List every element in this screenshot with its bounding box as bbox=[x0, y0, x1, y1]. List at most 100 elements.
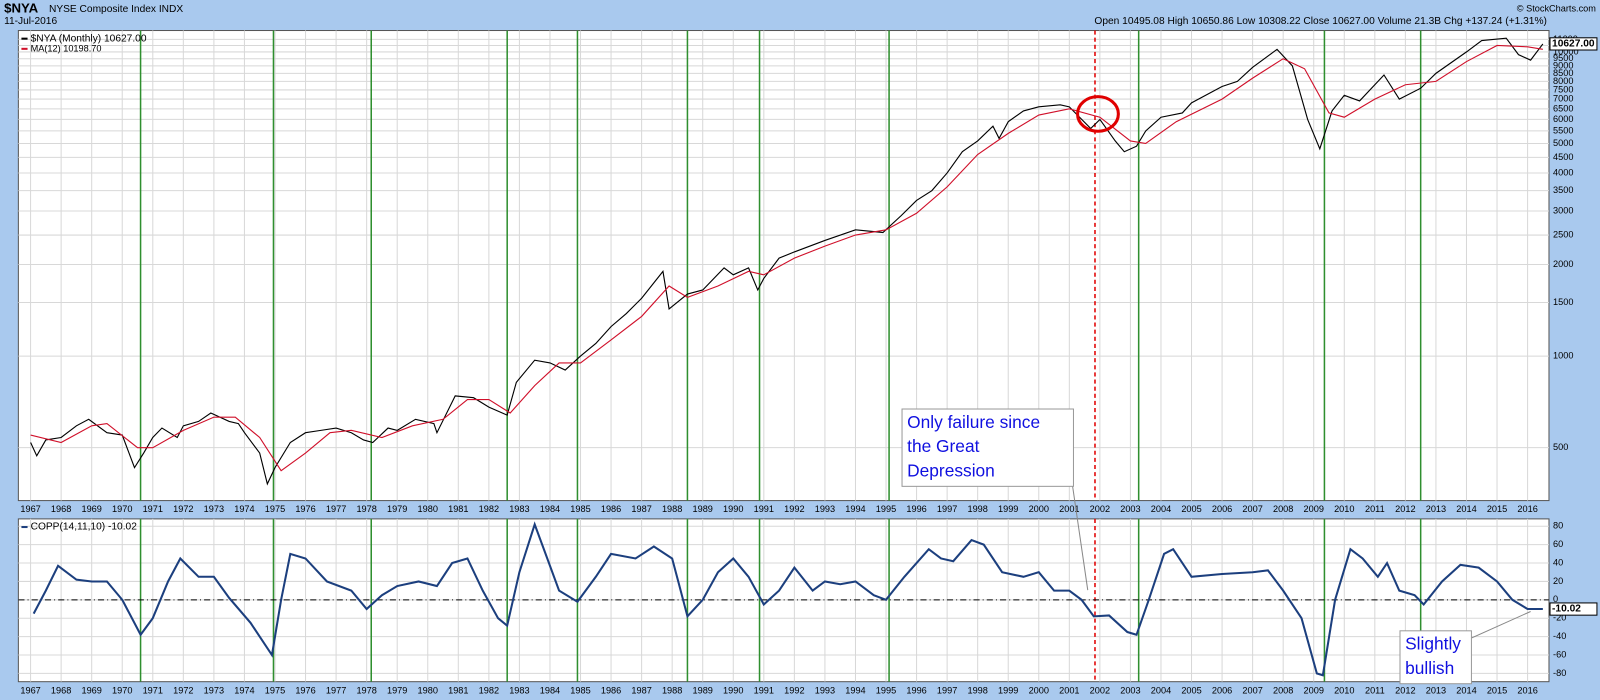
value-tag bbox=[1549, 37, 1598, 51]
x-tick-label: 2015 bbox=[1487, 685, 1507, 695]
x-tick-label: 2001 bbox=[1059, 504, 1079, 514]
x-tick-label: 2008 bbox=[1273, 504, 1293, 514]
x-tick-label: 2012 bbox=[1395, 685, 1415, 695]
x-tick-label: 1996 bbox=[906, 685, 926, 695]
x-tick-label: 1989 bbox=[693, 504, 713, 514]
y-tick-label: 8000 bbox=[1553, 76, 1573, 86]
x-tick-label: 1979 bbox=[387, 504, 407, 514]
x-tick-label: 1994 bbox=[845, 504, 865, 514]
x-tick-label: 1987 bbox=[631, 685, 651, 695]
x-tick-label: 1968 bbox=[51, 504, 71, 514]
y-tick-label: 7000 bbox=[1553, 93, 1573, 103]
x-tick-label: 2004 bbox=[1151, 504, 1171, 514]
x-tick-label: 2007 bbox=[1242, 685, 1262, 695]
quote: Open 10495.08 High 10650.86 Low 10308.22… bbox=[1094, 16, 1547, 27]
series-line bbox=[32, 521, 1543, 677]
y-tick-label: 9500 bbox=[1553, 53, 1573, 63]
x-tick-label: 2000 bbox=[1029, 685, 1049, 695]
value-tag-label: 10627.00 bbox=[1552, 39, 1595, 50]
y-tick-label: 7500 bbox=[1553, 84, 1573, 94]
x-tick-label: 1983 bbox=[509, 685, 529, 695]
x-tick-label: 2005 bbox=[1181, 504, 1201, 514]
y-tick-label: 4500 bbox=[1553, 152, 1573, 162]
x-tick-label: 1974 bbox=[234, 504, 254, 514]
x-tick-label: 1968 bbox=[51, 685, 71, 695]
y-tick-label: 10000 bbox=[1553, 46, 1579, 56]
x-tick-label: 1976 bbox=[295, 504, 315, 514]
x-tick-label: 1967 bbox=[20, 504, 40, 514]
annotation-line: Only failure since bbox=[907, 412, 1040, 432]
x-tick-label: 2004 bbox=[1151, 685, 1171, 695]
y-tick-label: 5000 bbox=[1553, 138, 1573, 148]
y-tick-label: 40 bbox=[1553, 557, 1563, 567]
x-tick-label: 2015 bbox=[1487, 504, 1507, 514]
highlight-circle bbox=[1076, 95, 1120, 133]
symbol: $NYA bbox=[4, 1, 39, 16]
x-tick-label: 1972 bbox=[173, 504, 193, 514]
y-tick-label: 3000 bbox=[1553, 205, 1573, 215]
x-tick-label: 2016 bbox=[1517, 685, 1537, 695]
annotation-line: the Great bbox=[907, 436, 979, 456]
date: 11-Jul-2016 bbox=[4, 16, 57, 27]
x-tick-label: 1970 bbox=[112, 504, 132, 514]
x-tick-label: 1990 bbox=[723, 685, 743, 695]
y-tick-label: 80 bbox=[1553, 521, 1563, 531]
source: © StockCharts.com bbox=[1517, 4, 1596, 14]
x-tick-label: 2016 bbox=[1517, 504, 1537, 514]
x-tick-label: 1979 bbox=[387, 685, 407, 695]
callout-pointer bbox=[1469, 611, 1531, 640]
x-tick-label: 2010 bbox=[1334, 504, 1354, 514]
x-tick-label: 2013 bbox=[1426, 504, 1446, 514]
x-tick-label: 1992 bbox=[784, 504, 804, 514]
x-tick-label: 2005 bbox=[1181, 685, 1201, 695]
y-tick-label: 1000 bbox=[1553, 351, 1573, 361]
x-tick-label: 2011 bbox=[1365, 504, 1385, 514]
x-tick-label: 1982 bbox=[479, 504, 499, 514]
x-tick-label: 1983 bbox=[509, 504, 529, 514]
value-tag bbox=[1549, 602, 1598, 616]
x-tick-label: 1992 bbox=[784, 685, 804, 695]
x-tick-label: 2008 bbox=[1273, 685, 1293, 695]
x-tick-label: 1986 bbox=[601, 504, 621, 514]
y-tick-label: 2000 bbox=[1553, 259, 1573, 269]
x-tick-label: 1995 bbox=[876, 685, 896, 695]
x-tick-label: 1988 bbox=[662, 504, 682, 514]
x-tick-label: 2012 bbox=[1395, 504, 1415, 514]
x-tick-label: 1991 bbox=[754, 685, 774, 695]
x-tick-label: 1973 bbox=[204, 685, 224, 695]
x-tick-label: 1975 bbox=[265, 685, 285, 695]
value-tag-label: -10.02 bbox=[1552, 604, 1581, 615]
y-tick-label: 6000 bbox=[1553, 114, 1573, 124]
price-panel bbox=[17, 30, 1550, 502]
y-tick-label: -40 bbox=[1553, 631, 1566, 641]
x-tick-label: 1980 bbox=[418, 504, 438, 514]
series-line bbox=[30, 44, 1543, 472]
x-tick-label: 2002 bbox=[1090, 504, 1110, 514]
x-tick-label: 1978 bbox=[356, 685, 376, 695]
x-tick-label: 1969 bbox=[81, 685, 101, 695]
x-tick-label: 1977 bbox=[326, 685, 346, 695]
x-tick-label: 2002 bbox=[1090, 685, 1110, 695]
callout-pointer bbox=[1070, 478, 1089, 591]
x-tick-label: 1976 bbox=[295, 685, 315, 695]
annotation-line: Slightly bbox=[1405, 634, 1461, 654]
callout-box bbox=[1399, 630, 1472, 685]
legend-label: MA(12) 10198.70 bbox=[31, 43, 102, 53]
series-line bbox=[30, 37, 1544, 486]
x-tick-label: 2006 bbox=[1212, 504, 1232, 514]
x-tick-label: 1982 bbox=[479, 685, 499, 695]
y-tick-label: 8500 bbox=[1553, 68, 1573, 78]
x-tick-label: 1997 bbox=[937, 685, 957, 695]
x-tick-label: 2011 bbox=[1365, 685, 1385, 695]
x-tick-label: 1975 bbox=[265, 504, 285, 514]
x-tick-label: 1999 bbox=[998, 685, 1018, 695]
x-tick-label: 1981 bbox=[448, 504, 468, 514]
x-tick-label: 1967 bbox=[20, 685, 40, 695]
y-tick-label: 5500 bbox=[1553, 125, 1573, 135]
x-tick-label: 1989 bbox=[693, 685, 713, 695]
y-tick-label: 500 bbox=[1553, 442, 1568, 452]
x-tick-label: 1971 bbox=[143, 685, 163, 695]
x-tick-label: 1969 bbox=[81, 504, 101, 514]
